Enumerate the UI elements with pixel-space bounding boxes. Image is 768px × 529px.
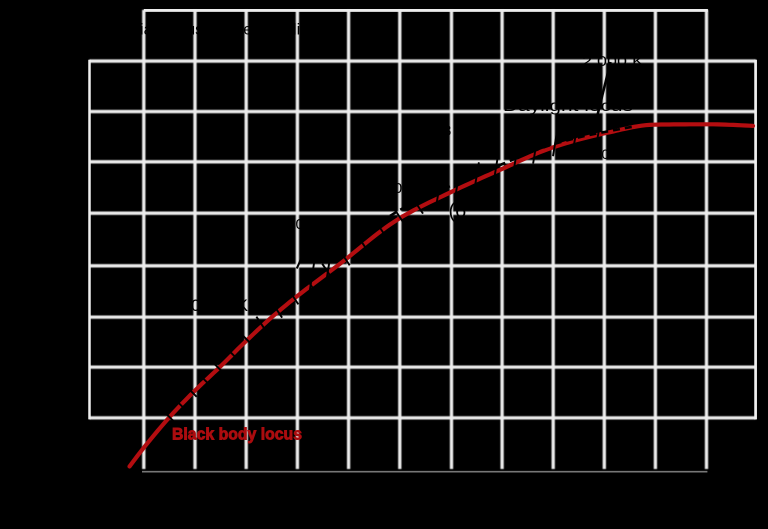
svg-text:4 000 K: 4 000 K xyxy=(373,180,425,197)
svg-text:10 000 K: 10 000 K xyxy=(182,297,248,315)
svg-text:Black body locus: Black body locus xyxy=(172,425,302,444)
svg-text:Daylight locus: Daylight locus xyxy=(503,98,633,115)
svg-text:3 000 K: 3 000 K xyxy=(443,123,495,140)
svg-text:(6: (6 xyxy=(449,201,467,223)
svg-text:Planckian locus on the CIE dia: Planckian locus on the CIE diagram xyxy=(92,22,345,39)
svg-text:6 000 K: 6 000 K xyxy=(283,216,335,233)
svg-text:2 000 K: 2 000 K xyxy=(582,53,644,70)
svg-text:1 500 K: 1 500 K xyxy=(582,146,631,162)
